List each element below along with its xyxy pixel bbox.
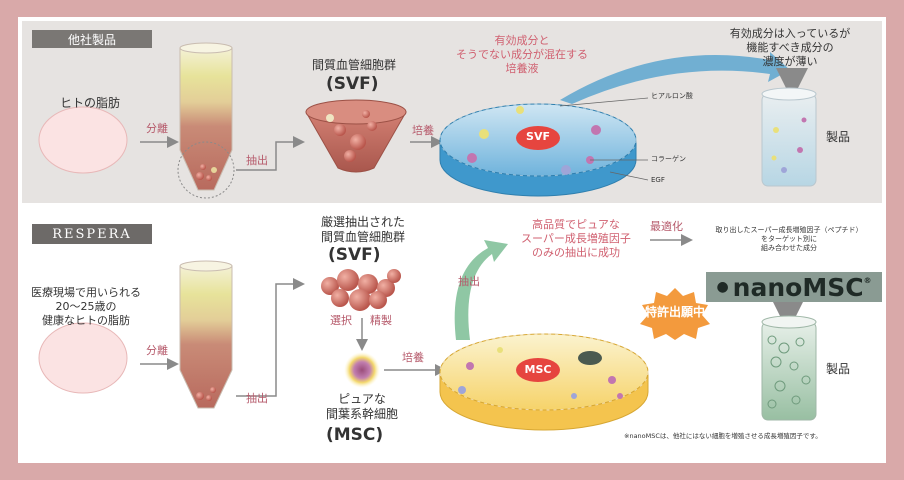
product-jar-top — [761, 93, 817, 187]
respera-panel — [22, 208, 882, 458]
respera-tag: RESPERA — [32, 224, 152, 244]
top-step-extract: 抽出 — [246, 154, 268, 167]
bottom-fat-label: 医療現場で用いられる 20〜25歳の 健康なヒトの脂肪 — [31, 286, 141, 327]
bottom-msc-abbr: (MSC) — [326, 425, 384, 445]
top-step-separate: 分離 — [146, 122, 168, 135]
top-product-label: 製品 — [826, 130, 851, 144]
green-curved-arrow — [454, 240, 508, 340]
ingredient-egf: EGF — [651, 176, 665, 184]
bottom-step-optimize: 最適化 — [650, 220, 683, 233]
nanomsc-logo: ● nanoMSC ® — [706, 272, 882, 302]
ingredient-hyaluronic: ヒアルロン酸 — [651, 92, 693, 100]
blue-curved-arrow — [560, 52, 790, 104]
bottom-svf-abbr: (SVF) — [328, 245, 381, 265]
centrifuge-tube-top — [179, 47, 233, 191]
centrifuge-tube-bottom — [179, 265, 233, 409]
bottom-dish-badge: MSC — [524, 363, 552, 376]
svf-cell-cluster — [321, 269, 401, 311]
bottom-step-select: 選択 — [330, 314, 352, 327]
top-product-caption: 有効成分は入っているが 機能すべき成分の 濃度が薄い — [729, 27, 851, 68]
msc-cell — [344, 352, 380, 388]
success-caption: 高品質でピュアな スーパー成長増殖因子 のみの抽出に成功 — [521, 218, 631, 259]
bottom-svf-title: 厳選抽出された 間質血管細胞群 — [320, 215, 405, 244]
fat-blob-bottom — [38, 322, 128, 394]
top-fat-label: ヒトの脂肪 — [60, 96, 121, 110]
bottom-step-extract: 抽出 — [246, 392, 268, 405]
bottom-msc-title: ピュアな 間葉系幹細胞 — [325, 392, 398, 421]
patent-badge — [640, 288, 710, 340]
bottom-step-extract2: 抽出 — [458, 275, 480, 288]
top-svf-title: 間質血管細胞群 — [312, 58, 397, 72]
bottom-step-separate: 分離 — [146, 344, 168, 357]
ingredient-collagen: コラーゲン — [651, 155, 686, 163]
factor-caption: 取り出したスーパー成長増殖因子（ペプチド） をターゲット別に 組み合わせた成分 — [715, 226, 863, 252]
bottom-step-culture: 培養 — [402, 351, 424, 364]
top-step-culture: 培養 — [412, 124, 434, 137]
patent-badge-label: 特許出願中 — [644, 305, 705, 319]
footnote: ※nanoMSCは、他社にはない細胞を増殖させる成長増殖因子です。 — [624, 432, 822, 440]
top-dish-badge: SVF — [526, 130, 550, 143]
bottom-step-refine: 精製 — [370, 314, 392, 327]
fat-blob-top — [38, 106, 128, 174]
competitor-tag: 他社製品 — [32, 30, 152, 48]
bottom-product-label: 製品 — [826, 362, 851, 376]
top-svf-abbr: (SVF) — [326, 74, 379, 94]
top-dish-caption: 有効成分と そうでない成分が混在する 培養液 — [456, 34, 588, 75]
